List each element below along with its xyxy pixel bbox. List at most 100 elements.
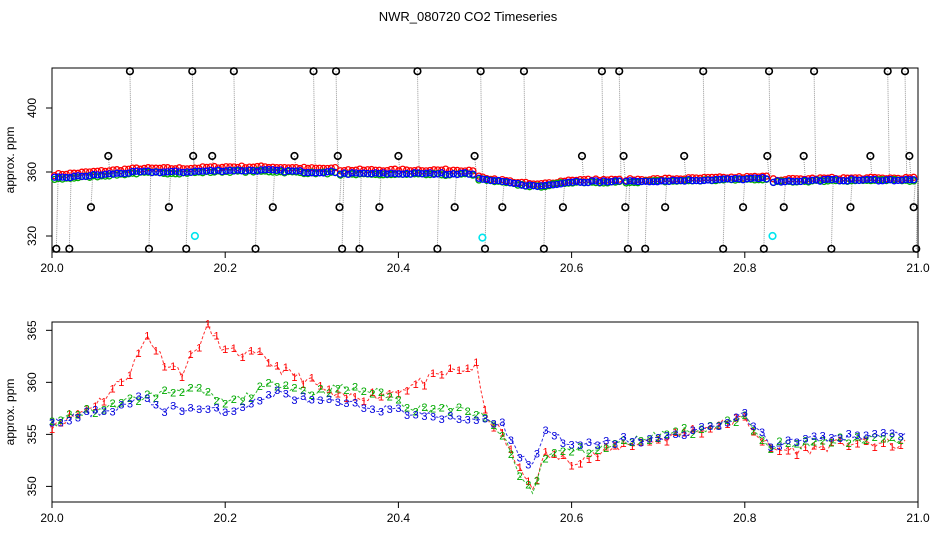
- inlet-3-point: [70, 172, 78, 180]
- plot-frame: [51, 321, 919, 503]
- inlet-3-point: [739, 176, 747, 184]
- series-3-point: 3: [499, 417, 505, 429]
- inlet-3-point: [187, 168, 195, 176]
- standard-trace: [191, 71, 195, 172]
- standard-trace: [722, 179, 726, 249]
- standard-point: [290, 151, 299, 161]
- inlet-3-point: [533, 182, 542, 191]
- inlet-3-point: [506, 179, 514, 187]
- standard-point: [182, 244, 191, 253]
- inlet-3-point: [308, 169, 316, 177]
- inlet-3-point: [160, 168, 168, 176]
- series-3-point: 3: [153, 399, 159, 411]
- series-3-line: [51, 389, 906, 465]
- inlet-3-point: [273, 166, 281, 175]
- series-1-point: 1: [759, 437, 765, 449]
- inlet-3-point: [296, 167, 304, 175]
- inlet-3-point: [395, 170, 403, 178]
- series-3-point: 3: [655, 433, 661, 445]
- series-3-point: 3: [75, 412, 81, 424]
- standard-point: [900, 67, 910, 76]
- series-1-point: 1: [291, 372, 297, 384]
- standard-trace: [913, 179, 916, 208]
- series-1-point: 1: [854, 438, 860, 450]
- series-1-point: 1: [395, 389, 401, 401]
- inlet-3-point: [716, 175, 724, 184]
- inlet-3-point: [426, 169, 434, 177]
- series-2-point: 2: [335, 383, 341, 395]
- standard-trace: [501, 181, 505, 208]
- series-1-point: 1: [92, 401, 98, 413]
- standard-point: [763, 151, 772, 161]
- standard-point: [413, 67, 422, 76]
- inlet-3-point: [78, 172, 86, 181]
- series-3-point: 3: [560, 438, 566, 450]
- series-3-point: 3: [517, 452, 523, 464]
- inlet-3-point: [315, 169, 324, 177]
- series-2-point: 2: [759, 435, 765, 447]
- inlet-3-point: [781, 178, 789, 186]
- series-2-point: 2: [369, 388, 375, 400]
- series-1-point: 1: [612, 441, 618, 453]
- series-2-point: 2: [352, 381, 358, 393]
- inlet-3-point: [210, 167, 219, 175]
- series-1-point: 1: [144, 331, 150, 343]
- series-2-point: 2: [681, 423, 687, 435]
- series-3-point: 3: [430, 412, 436, 424]
- standard-point: [615, 67, 624, 76]
- y-tick-label: 365: [25, 320, 39, 340]
- inlet-1-point: [257, 162, 265, 170]
- inlet-3-point: [218, 167, 226, 176]
- series-2-point: 2: [802, 436, 808, 448]
- series-1-point: 1: [846, 441, 852, 453]
- x-tick-label: 21.0: [906, 511, 930, 525]
- inlet-3-point: [498, 177, 506, 186]
- standard-trace: [484, 179, 488, 249]
- inlet-3-point: [669, 176, 677, 184]
- series-1-point: 1: [863, 436, 869, 448]
- standard-trace: [416, 71, 420, 174]
- inlet-3-point: [74, 172, 82, 180]
- standard-trace: [768, 71, 772, 179]
- inlet-3-point: [113, 169, 121, 177]
- inlet-3-point: [510, 179, 518, 188]
- x-tick-label: 20.2: [214, 511, 238, 525]
- series-3-point: 3: [837, 433, 843, 445]
- inlet-3-point: [518, 181, 526, 189]
- series-3-point: 3: [447, 410, 453, 422]
- series-3-point: 3: [92, 404, 98, 416]
- series-3-point: 3: [854, 430, 860, 442]
- inlet-3-point: [522, 182, 530, 190]
- series-3-point: 3: [482, 413, 488, 425]
- standard-point: [621, 203, 630, 212]
- series-2-point: 2: [517, 471, 523, 483]
- series-2-point: 2: [110, 398, 116, 410]
- standard-trace: [915, 179, 919, 249]
- series-1-point: 1: [326, 384, 332, 396]
- inlet-1-point: [356, 165, 364, 173]
- inlet-3-point: [101, 170, 109, 178]
- inlet-3-point: [727, 175, 736, 183]
- series-3-point: 3: [638, 438, 644, 450]
- inlet-3-point: [797, 177, 805, 186]
- y-tick-label: 400: [25, 98, 39, 118]
- inlet-3-point: [89, 170, 98, 179]
- inlet-3-point: [465, 170, 473, 178]
- panel-all-inlets: 20.0 20.2 20.4 20.6 20.8 21.0 320 360 400 approx.…: [3, 67, 930, 275]
- series-3-point: 3: [421, 411, 427, 423]
- inlet-3-point: [704, 176, 712, 184]
- series-2-point: 2: [404, 403, 410, 415]
- inlet-3-point: [140, 167, 148, 175]
- inlet-3-point: [356, 169, 364, 177]
- standard-trace: [90, 175, 94, 208]
- inlet-3-point: [202, 167, 211, 175]
- series-3-point: 3: [222, 407, 228, 419]
- standard-trace: [664, 180, 668, 208]
- series-2-point: 2: [257, 381, 263, 393]
- inlet-3-point: [785, 177, 793, 185]
- inlet-1-point: [449, 166, 458, 174]
- series-1-point: 1: [248, 345, 254, 357]
- inlet-3-point: [410, 169, 419, 177]
- inlet-3-point: [696, 177, 704, 185]
- standard-trace: [623, 155, 626, 182]
